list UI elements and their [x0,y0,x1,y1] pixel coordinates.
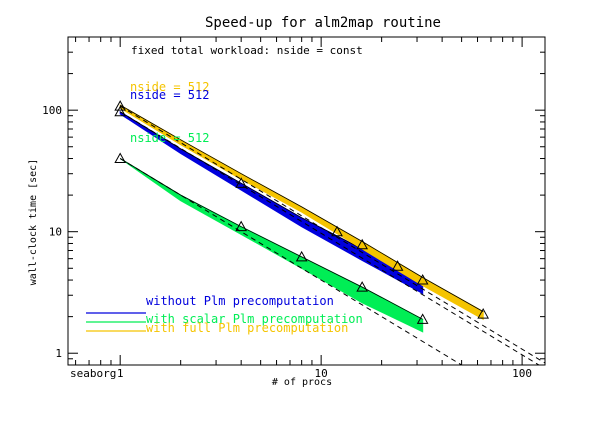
data-point-0 [114,100,127,111]
data-point-3 [235,177,248,188]
y-tick-label-100: 100 [42,104,62,117]
corner-label: seaborg [70,367,116,380]
legend-label-without: without Plm precomputation [146,294,334,308]
y-tick-label-1: 1 [55,347,62,360]
legend-label-scalar: with scalar Plm precomputation [146,312,363,326]
annotation-nside-full: nside = 512 [130,80,209,94]
ideal-scaling-line-0 [119,105,545,364]
y-tick-label-10: 10 [49,226,62,239]
legend-label-full: with full Plm precomputation [146,321,348,335]
data-point-9 [235,220,248,232]
legend: without Plm precomputation with scalar P… [86,294,363,335]
ideal-scaling-line-2 [119,158,463,365]
plot-clip-group [114,100,545,365]
series-top-line-2 [120,104,484,312]
y-axis-label: wall-clock time [sec] [28,159,39,285]
plot-area [114,100,545,365]
x-axis-label: # of procs [272,377,332,388]
data-point-10 [295,250,308,262]
ideal-scaling-line-1 [119,111,540,365]
data-point-7 [416,274,429,285]
data-point-11 [356,281,369,292]
data-point-6 [391,260,404,271]
annotation-nside-scalar: nside = 512 [130,131,209,145]
data-point-12 [416,313,429,324]
x-tick-label-1: 1 [117,367,124,380]
data-point-4 [331,225,343,237]
chart-subtitle: fixed total workload: nside = const [131,44,363,57]
data-point-1 [114,105,127,117]
axis-ticks: 1 10 100 1 10 100 [42,36,545,380]
x-tick-label-10: 10 [315,367,328,380]
plot-frame [67,36,546,366]
chart-title: Speed-up for alm2map routine [205,15,441,31]
data-point-8 [477,308,490,319]
annotation-nside-without: nside = 512 [130,88,209,102]
data-point-5 [356,238,369,250]
data-point-2 [114,152,127,164]
x-tick-label-100: 100 [512,367,532,380]
